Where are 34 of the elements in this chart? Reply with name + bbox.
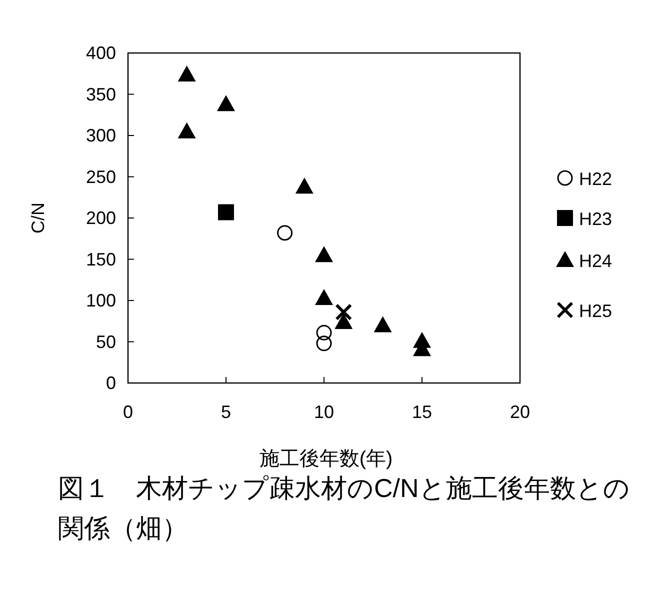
point [218, 204, 234, 220]
point [374, 316, 392, 332]
point [217, 95, 235, 112]
legend-label: H22 [579, 169, 612, 189]
y-tick-label: 250 [86, 166, 116, 187]
point [295, 178, 314, 194]
x-tick-label: 20 [510, 402, 530, 422]
x-tick-label: 10 [314, 402, 334, 422]
point [315, 246, 333, 262]
point [316, 324, 332, 340]
x-axis-title: 施工後年数(年) [259, 448, 393, 470]
y-tick-label: 400 [86, 43, 116, 63]
point [315, 289, 333, 306]
x-tick-label: 0 [122, 402, 134, 422]
x-tick-label: 15 [412, 402, 432, 422]
y-tick-label: 150 [86, 249, 116, 270]
y-tick-label: 350 [86, 84, 116, 104]
point [277, 225, 293, 241]
point [178, 65, 196, 82]
point [178, 122, 196, 138]
x-tick-label: 5 [220, 402, 232, 422]
point [335, 304, 352, 321]
y-tick-label: 100 [86, 290, 116, 310]
y-tick-label: 0 [106, 373, 116, 393]
y-tick-label: 50 [96, 332, 116, 352]
legend-label: H24 [579, 251, 612, 271]
text: 図１ 木材チップ疎水材のC/Nと施工後年数との関係（畑） [58, 473, 630, 543]
legend-label: H25 [579, 301, 612, 321]
y-tick-label: 300 [86, 126, 116, 146]
legend-label: H23 [579, 209, 612, 229]
point [334, 312, 353, 329]
y-tick-label: 200 [86, 208, 116, 228]
point [316, 336, 332, 352]
y-axis-title: C/N [28, 202, 48, 234]
